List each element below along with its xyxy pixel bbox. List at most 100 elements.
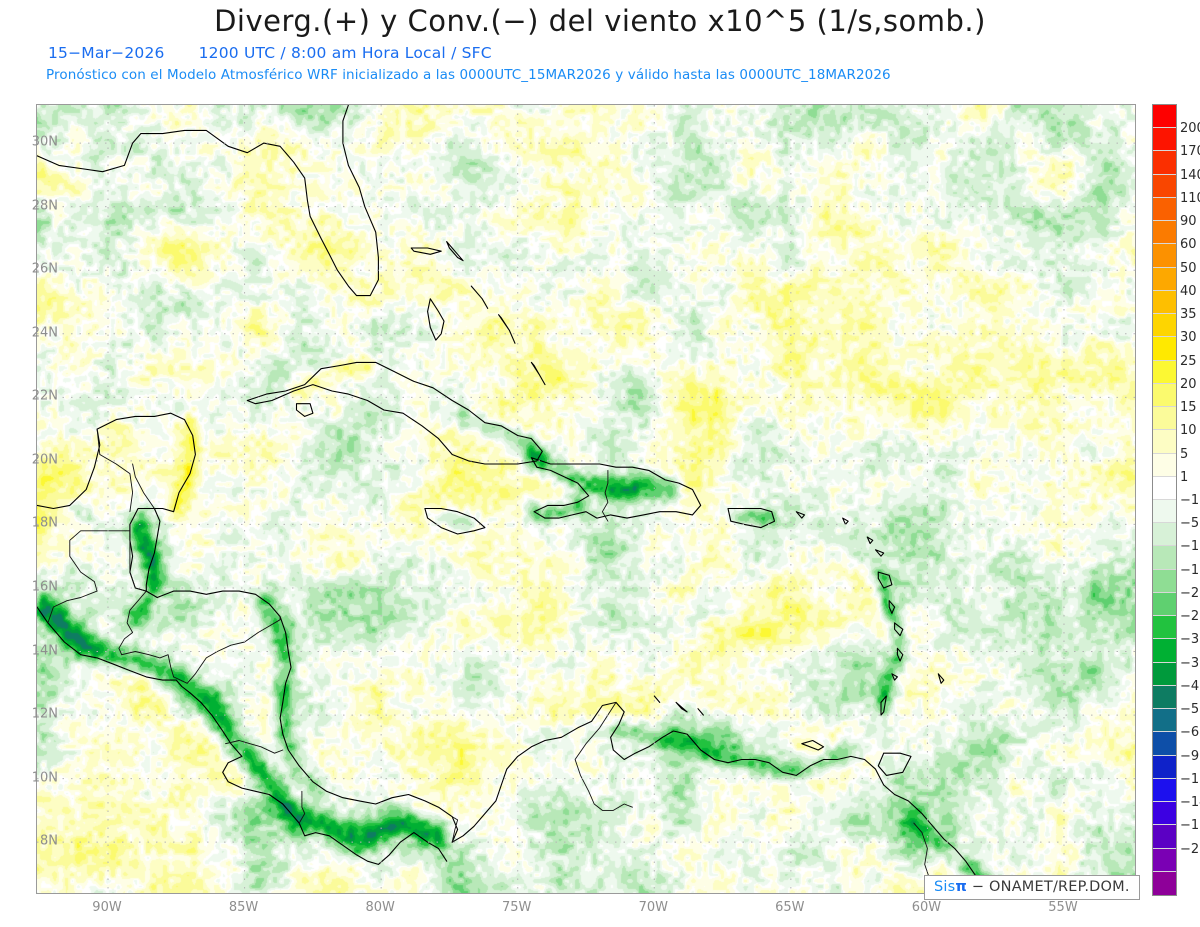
colorbar-tick-label: 1	[1180, 469, 1189, 485]
colorbar-tick-label: 10	[1180, 423, 1197, 439]
forecast-date: 15−Mar−2026	[48, 44, 165, 62]
lon-tick-label: 60W	[911, 900, 942, 915]
colorbar-cell: −30	[1153, 616, 1200, 647]
chart-header: Diverg.(+) y Conv.(−) del viento x10^5 (…	[0, 0, 1200, 96]
colorbar-cell: 20	[1153, 360, 1197, 392]
colorbar-tick-label: −30	[1180, 632, 1200, 648]
colorbar-cell: −5	[1153, 499, 1199, 531]
colorbar-cell: −140	[1153, 778, 1200, 810]
colorbar-cell: −60	[1153, 709, 1200, 740]
colorbar-tick-label: 60	[1180, 237, 1197, 253]
lat-tick-label: 14N	[31, 643, 58, 659]
colorbar-cell: −40	[1153, 662, 1200, 694]
lat-tick-label: 28N	[31, 198, 58, 214]
lon-tick-label: 85W	[228, 900, 259, 915]
colorbar-cell: −200	[1153, 825, 1200, 857]
colorbar-cell: 5	[1153, 430, 1188, 462]
colorbar-tick-label: −25	[1180, 609, 1200, 625]
colorbar-cell: 1	[1153, 453, 1188, 485]
colorbar-tick-label: 30	[1180, 330, 1197, 346]
colorbar-cell: −35	[1153, 639, 1200, 671]
credit-agency-text: − ONAMET/REP.DOM.	[971, 879, 1130, 895]
colorbar-tick-label: −170	[1180, 818, 1200, 834]
colorbar-tick-label: −5	[1180, 516, 1200, 532]
credit-badge: Sisπ − ONAMET/REP.DOM.	[924, 875, 1140, 900]
colorbar-cell: 10	[1153, 407, 1197, 438]
lon-tick-label: 75W	[502, 900, 532, 915]
colorbar-tick-label: −40	[1180, 678, 1200, 694]
colorbar-tick-label: −10	[1180, 539, 1200, 555]
lat-lon-grid	[37, 105, 1135, 893]
colorbar-cell: 140	[1153, 151, 1200, 183]
colorbar-cell: −170	[1153, 802, 1200, 833]
coastline-overlay	[37, 105, 989, 891]
colorbar-cell: 25	[1153, 337, 1197, 369]
colorbar-tick-label: −60	[1180, 725, 1200, 741]
colorbar-cell: −90	[1153, 732, 1200, 764]
lat-tick-label: 8N	[40, 833, 58, 849]
colorbar-cell: −20	[1153, 569, 1200, 601]
colorbar-cell: 200	[1153, 105, 1200, 136]
colorbar-cell: −15	[1153, 546, 1200, 578]
colorbar-tick-label: 170	[1180, 144, 1200, 160]
colorbar-tick-label: 40	[1180, 283, 1197, 299]
colorbar-tick-label: 110	[1180, 190, 1200, 206]
forecast-time-info: 1200 UTC / 8:00 am Hora Local / SFC	[198, 44, 492, 62]
colorbar-tick-label: 25	[1180, 353, 1197, 369]
colorbar-cell: 30	[1153, 314, 1197, 345]
lat-tick-label: 10N	[31, 770, 58, 786]
lat-tick-label: 12N	[31, 706, 58, 722]
lon-tick-label: 90W	[92, 900, 122, 915]
colorbar-cell: 50	[1153, 244, 1197, 276]
colorbar-tick-label: 15	[1180, 400, 1197, 416]
colorbar-cell: 110	[1153, 174, 1200, 206]
credit-tt-glyph: π	[955, 879, 968, 895]
lat-tick-label: 22N	[31, 388, 58, 404]
colorbar-cell: −1	[1153, 476, 1199, 508]
lon-tick-label: 70W	[638, 900, 668, 915]
colorbar-cell	[1153, 848, 1176, 872]
colorbar-cell: 35	[1153, 290, 1197, 322]
colorbar-tick-label: −200	[1180, 841, 1200, 857]
colorbar-tick-label: 50	[1180, 260, 1197, 276]
colorbar-tick-label: −140	[1180, 795, 1200, 811]
colorbar-tick-label: −50	[1180, 702, 1200, 718]
divergence-field	[37, 105, 1135, 893]
colorbar-tick-label: 200	[1180, 121, 1200, 137]
colorbar-cell: −50	[1153, 685, 1200, 717]
lat-tick-label: 18N	[31, 515, 58, 531]
lon-tick-label: 65W	[775, 900, 805, 915]
colorbar-cell: −10	[1153, 523, 1200, 554]
colorbar-cell: −110	[1153, 755, 1200, 787]
colorbar-tick-label: 20	[1180, 376, 1197, 392]
colorbar-tick-label: −1	[1180, 492, 1200, 508]
colorbar-tick-label: 5	[1180, 446, 1189, 462]
colorbar-tick-label: 140	[1180, 167, 1200, 183]
lat-tick-label: 20N	[31, 452, 58, 468]
lat-tick-label: 24N	[31, 325, 58, 341]
colorbar-cell: 15	[1153, 383, 1197, 415]
colorbar-tick-label: 35	[1180, 307, 1197, 323]
model-description: Pronóstico con el Modelo Atmosférico WRF…	[46, 67, 891, 83]
lat-tick-label: 26N	[31, 261, 58, 277]
colorbar-cell: 90	[1153, 197, 1197, 229]
lat-tick-label: 16N	[31, 579, 58, 595]
colorbar-tick-label: −20	[1180, 585, 1200, 601]
lat-tick-label: 30N	[31, 134, 58, 150]
lon-tick-label: 55W	[1048, 900, 1078, 915]
lon-tick-label: 80W	[365, 900, 395, 915]
colorbar-tick-label: −15	[1180, 562, 1200, 578]
colorbar-cell: 40	[1153, 267, 1197, 299]
colorbar-tick-label: −110	[1180, 771, 1200, 787]
map-plot-area	[36, 104, 1136, 894]
colorbar-cell: −25	[1153, 592, 1200, 624]
colorbar-tick-label: −90	[1180, 748, 1200, 764]
colorbar-legend: 200 170 140 110 90 60 50 40 35 30 25 20 15 10 5 1 −1 −5 −1…	[1152, 104, 1200, 896]
page-title: Diverg.(+) y Conv.(−) del viento x10^5 (…	[214, 4, 986, 38]
colorbar-tick-label: −35	[1180, 655, 1200, 671]
colorbar-cell: 60	[1153, 221, 1197, 252]
subtitle-datetime: 15−Mar−2026 1200 UTC / 8:00 am Hora Local…	[48, 44, 492, 62]
credit-sis-text: Sis	[934, 879, 956, 895]
colorbar-cell	[1153, 871, 1176, 895]
colorbar-tick-label: 90	[1180, 214, 1197, 230]
